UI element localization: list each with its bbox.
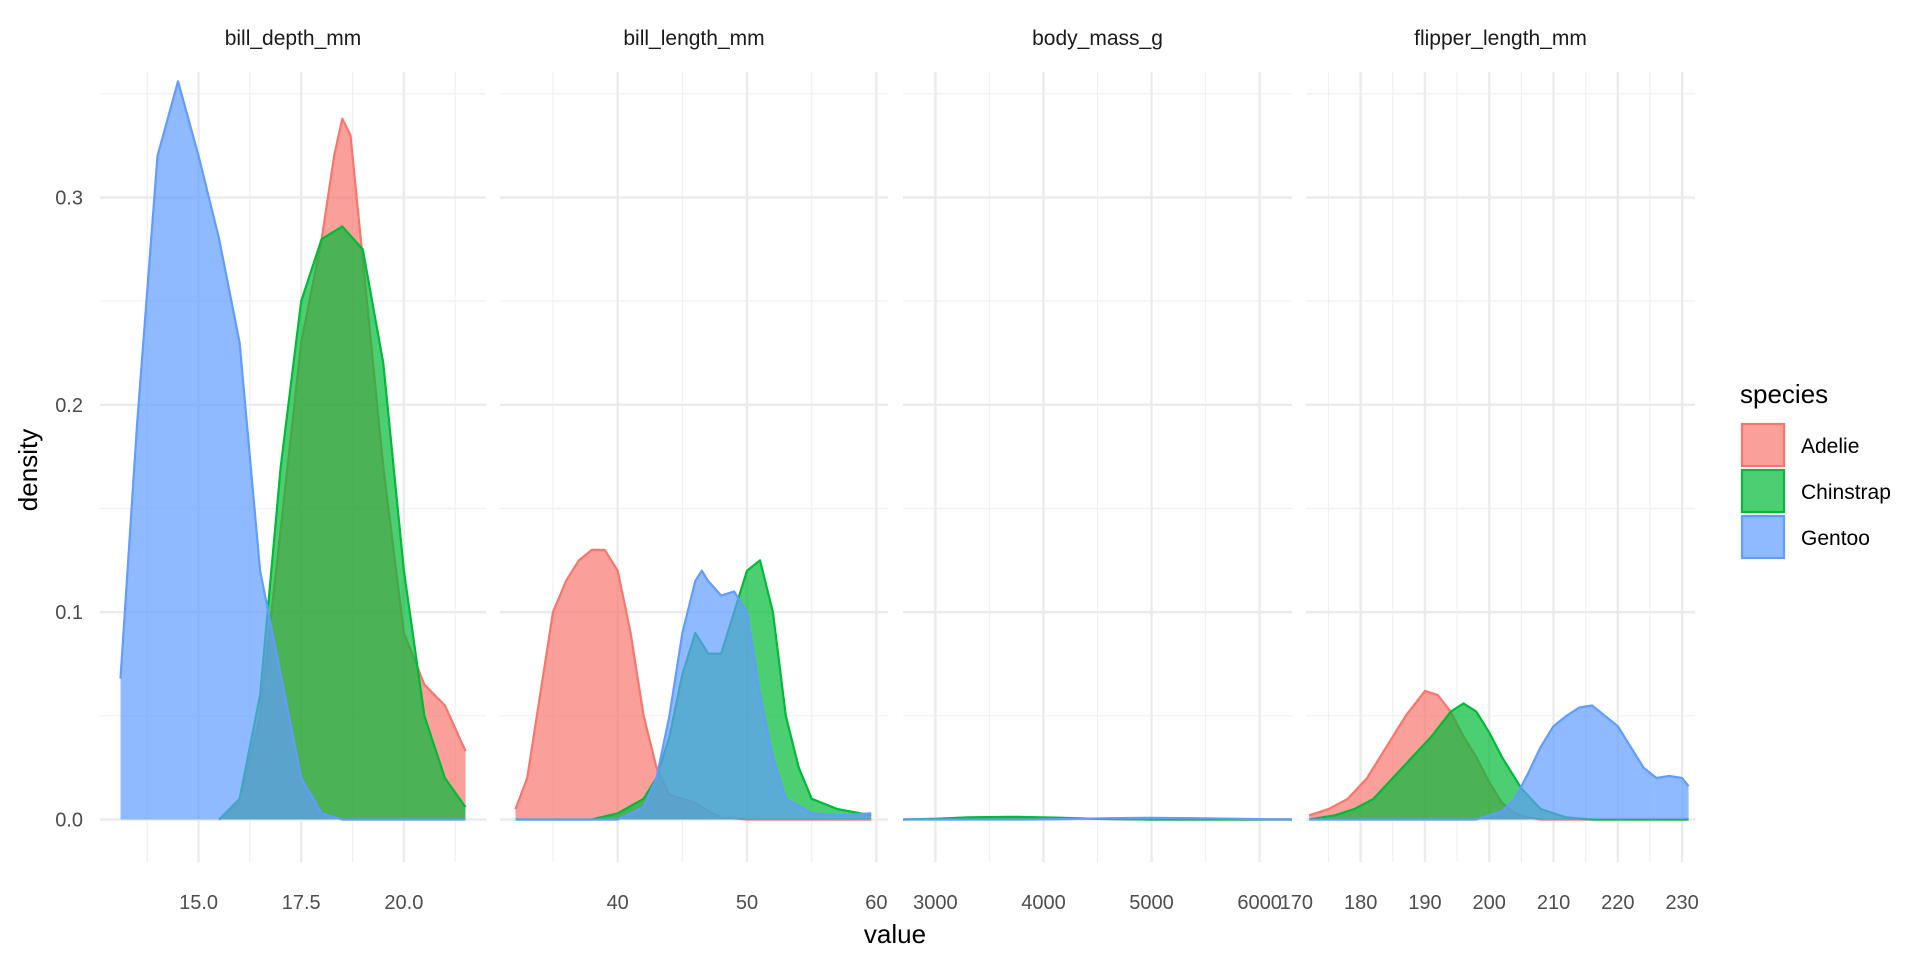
y-tick-label: 0.1: [55, 602, 83, 624]
density-area-gentoo-flipper-length-mm: [1309, 705, 1689, 820]
x-tick-label: 220: [1601, 892, 1634, 914]
legend-label-gentoo: Gentoo: [1801, 527, 1870, 550]
legend-key-chinstrap: [1740, 468, 1786, 514]
x-tick-label: 20.0: [384, 892, 423, 914]
legend-key-gentoo: [1740, 514, 1786, 560]
x-axis-title: value: [864, 919, 926, 949]
density-line-gentoo-body-mass-g: [903, 816, 1293, 821]
legend-key-adelie: [1740, 422, 1786, 468]
x-tick-label: 50: [736, 892, 758, 914]
y-axis-title: density: [13, 429, 43, 511]
x-tick-label: 40: [607, 892, 629, 914]
legend: species Adelie Chinstrap Gentoo: [1740, 379, 1891, 560]
density-area-gentoo-bill-depth-mm: [120, 81, 466, 820]
y-tick-label: 0.0: [55, 809, 83, 831]
legend-label-adelie: Adelie: [1801, 435, 1859, 458]
x-tick-label: 17.5: [282, 892, 321, 914]
facet-label-flipper-length-mm: flipper_length_mm: [1414, 27, 1587, 50]
density-line-gentoo-flipper-length-mm: [1309, 704, 1690, 821]
y-tick-label: 0.2: [55, 395, 83, 417]
x-tick-label: 5000: [1129, 892, 1174, 914]
x-tick-label: 230: [1665, 892, 1698, 914]
x-tick-label: 200: [1473, 892, 1506, 914]
facet-label-bill-length-mm: bill_length_mm: [623, 27, 764, 50]
legend-title: species: [1740, 379, 1828, 409]
area-layer: [119, 80, 1690, 821]
density-area-chinstrap-flipper-length-mm: [1309, 703, 1689, 820]
label-layer: bill_depth_mm 15.0 17.5 20.0 bill_length_mm 4…: [55, 27, 1699, 914]
x-tick-label: 6000: [1237, 892, 1282, 914]
x-tick-label: 60: [865, 892, 887, 914]
y-tick-label: 0.3: [55, 187, 83, 209]
x-tick-label: 3000: [913, 892, 958, 914]
x-tick-label: 190: [1408, 892, 1441, 914]
x-tick-label: 210: [1537, 892, 1570, 914]
density-line-gentoo-bill-depth-mm: [119, 80, 466, 821]
x-tick-label: 180: [1344, 892, 1377, 914]
facet-label-body-mass-g: body_mass_g: [1032, 27, 1163, 50]
x-tick-label: 15.0: [179, 892, 218, 914]
density-area-adelie-bill-length-mm: [515, 549, 872, 820]
x-tick-label: 170: [1280, 892, 1313, 914]
legend-label-chinstrap: Chinstrap: [1801, 481, 1891, 504]
density-area-gentoo-bill-length-mm: [515, 570, 872, 820]
facet-label-bill-depth-mm: bill_depth_mm: [225, 27, 362, 50]
density-line-gentoo-bill-length-mm: [515, 569, 872, 821]
x-tick-label: 4000: [1021, 892, 1066, 914]
